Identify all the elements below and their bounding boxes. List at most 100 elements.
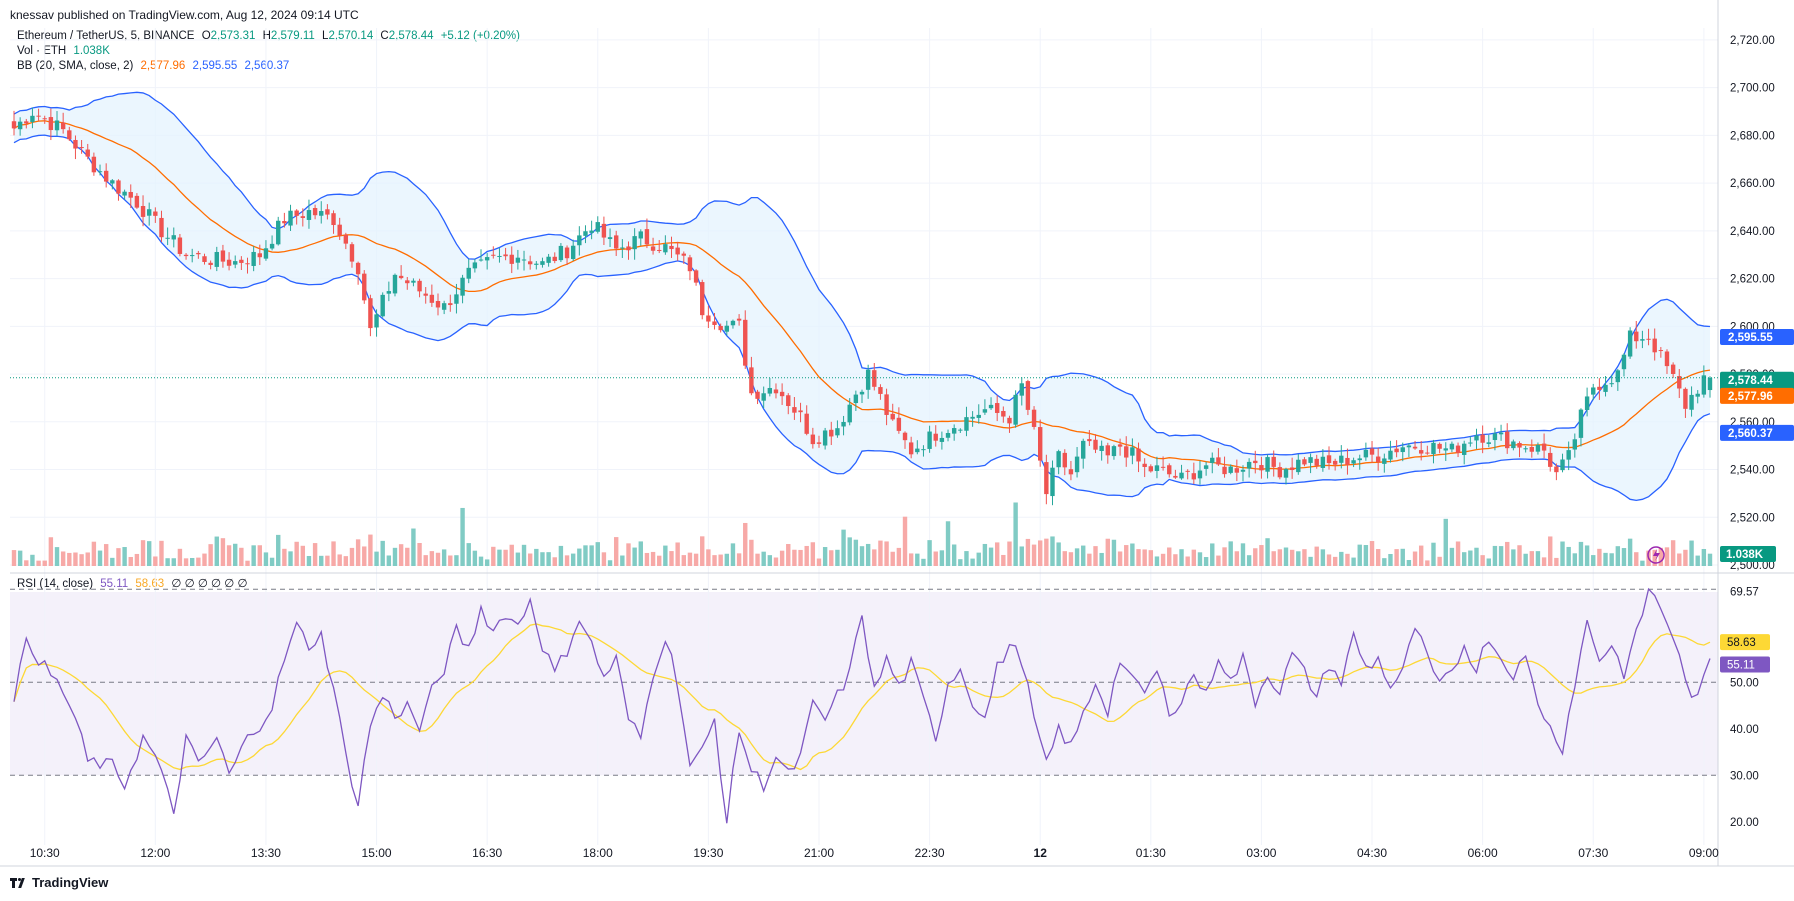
volume-bar	[196, 557, 201, 566]
time-tick-label: 18:00	[583, 846, 613, 860]
volume-bar	[527, 553, 533, 566]
candle-body	[1105, 445, 1110, 456]
candle-body	[220, 250, 226, 262]
candle-body	[245, 263, 250, 265]
candle-body	[835, 428, 840, 436]
candle-body	[1640, 339, 1645, 341]
legend-volume-row: Vol · ETH 1.038K	[17, 45, 114, 57]
legend-rsi-zeros: ∅ ∅ ∅ ∅ ∅ ∅	[171, 578, 248, 590]
candle-body	[177, 237, 183, 254]
candle-body	[1148, 466, 1154, 472]
bb-lower-line	[13, 134, 1711, 502]
candle-body	[478, 259, 484, 261]
candle-body	[417, 280, 422, 292]
volume-bar	[638, 541, 643, 566]
volume-bar	[417, 543, 422, 566]
candle-body	[448, 303, 453, 306]
volume-bar	[1154, 556, 1160, 566]
volume-bar	[288, 551, 293, 566]
candle-body	[140, 206, 146, 217]
candle-body	[663, 244, 668, 253]
candle-body	[1431, 442, 1436, 455]
volume-bar	[36, 560, 41, 566]
legend-vol-label[interactable]: Vol · ETH	[17, 45, 67, 57]
candle-body	[1357, 458, 1362, 461]
time-tick-label: 12:00	[140, 846, 170, 860]
candle-body	[1394, 448, 1399, 453]
candle-body	[650, 246, 656, 251]
volume-bar	[245, 560, 250, 566]
candle-body	[300, 216, 306, 218]
candle-body	[681, 253, 686, 256]
volume-bar	[988, 547, 994, 566]
volume-bar	[214, 536, 219, 566]
volume-bar	[779, 550, 785, 566]
candle-body	[1646, 338, 1651, 340]
candle-body	[1265, 457, 1270, 472]
legend-bb-label[interactable]: BB (20, SMA, close, 2)	[17, 60, 134, 72]
candle-body	[1302, 459, 1307, 465]
rsi-badge	[1720, 656, 1770, 673]
volume-bar	[24, 560, 29, 566]
bb-fill	[14, 92, 1710, 501]
candle-body	[374, 314, 379, 328]
candle-body	[822, 430, 828, 446]
time-tick-label: 13:30	[251, 846, 281, 860]
candle-body	[1062, 452, 1067, 468]
volume-bar	[939, 550, 945, 566]
candle-body	[1363, 449, 1369, 458]
candle-body	[398, 275, 404, 279]
candle-body	[755, 391, 760, 399]
volume-bar	[1369, 541, 1375, 566]
volume-bar	[614, 537, 619, 566]
volume-bar	[1652, 549, 1657, 566]
volume-bar	[595, 542, 600, 566]
volume-bar	[392, 547, 398, 566]
volume-bar	[1548, 536, 1553, 566]
candle-body	[773, 389, 779, 394]
volume-bar	[435, 552, 441, 566]
legend-rsi-value: 55.11	[100, 578, 129, 590]
legend-symbol[interactable]: Ethereum / TetherUS, 5, BINANCE	[17, 30, 195, 42]
legend-rsi-label[interactable]: RSI (14, close)	[17, 578, 94, 590]
candle-body	[1584, 396, 1590, 411]
volume-bar	[994, 542, 1000, 566]
volume-bar	[1707, 553, 1713, 566]
candle-body	[60, 122, 66, 130]
volume-bar	[1289, 549, 1295, 566]
candle-body	[743, 319, 748, 366]
candle-body	[1056, 451, 1061, 468]
candle-body	[589, 230, 594, 233]
candle-body	[1511, 441, 1516, 449]
price-tick-label: 2,500.00	[1730, 560, 1775, 572]
volume-bar	[706, 549, 711, 566]
legend-bb-upper: 2,595.55	[192, 60, 238, 72]
price-tick-label: 2,640.00	[1730, 226, 1775, 238]
volume-bar	[1677, 553, 1682, 566]
volume-bar	[890, 551, 895, 566]
candle-body	[1179, 472, 1184, 479]
candle-body	[865, 369, 871, 390]
volume-bar	[1081, 545, 1086, 566]
candle-body	[853, 394, 859, 404]
candle-body	[644, 229, 650, 245]
candle-body	[1412, 446, 1418, 449]
candle-body	[810, 434, 816, 445]
volume-bar	[644, 552, 650, 566]
volume-bar	[558, 545, 564, 566]
time-tick-label: 15:00	[362, 846, 392, 860]
candle-body	[1695, 393, 1700, 397]
volume-bar	[1468, 550, 1473, 566]
candle-body	[884, 394, 889, 415]
volume-bar	[1701, 548, 1707, 566]
candle-body	[607, 237, 613, 240]
volume-bar	[103, 544, 109, 566]
candle-body	[1210, 457, 1215, 463]
candle-body	[294, 210, 299, 216]
volume-bar	[1105, 538, 1110, 566]
legend-rsi-ma: 58.63	[135, 578, 165, 590]
volume-bar	[374, 551, 379, 566]
rsi-line	[13, 587, 1711, 824]
volume-bar	[872, 549, 877, 566]
